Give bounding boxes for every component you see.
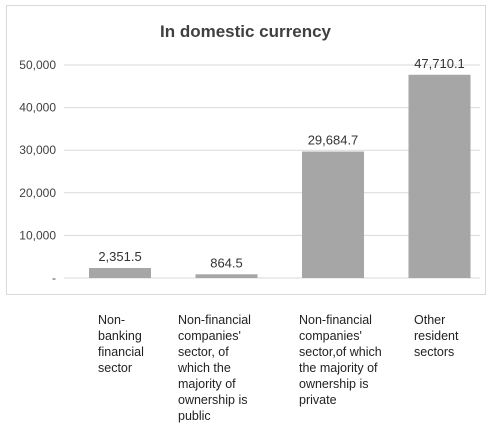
y-tick-label: 30,000 (19, 143, 56, 157)
bar (302, 151, 364, 278)
y-tick-label: 40,000 (19, 101, 56, 115)
category-label: Other resident sectors (414, 313, 459, 359)
category-label: Non-financial companies' sector, of which t… (178, 313, 251, 423)
chart-title: In domestic currency (159, 22, 331, 41)
data-label: 864.5 (210, 255, 243, 270)
bar-chart: - 10,000 20,000 30,000 40,000 50,000 2,351.5 86… (19, 56, 480, 285)
category-label: Non-banking financial sector (98, 313, 144, 375)
y-tick-label: 50,000 (19, 58, 56, 72)
y-tick-label: - (52, 271, 56, 285)
y-tick-label: 10,000 (19, 228, 56, 242)
bar (408, 74, 471, 278)
data-label: 2,351.5 (98, 249, 141, 264)
data-label: 29,684.7 (308, 133, 359, 148)
bar (89, 267, 151, 278)
category-label: Non-financial companies' sector,of which th… (299, 313, 382, 407)
data-label: 47,710.1 (414, 56, 465, 71)
y-tick-label: 20,000 (19, 186, 56, 200)
bar (195, 274, 258, 278)
